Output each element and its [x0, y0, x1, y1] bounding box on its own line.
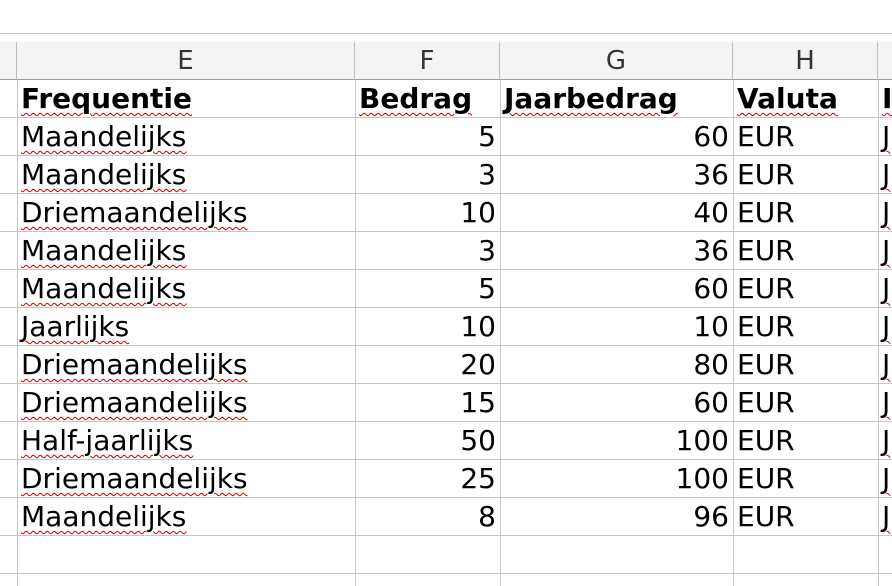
column-header[interactable]: I [878, 42, 892, 80]
cell[interactable]: EUR [737, 462, 795, 495]
cell[interactable]: J [882, 386, 891, 419]
grid-line [0, 193, 892, 194]
cell[interactable]: 100 [675, 424, 729, 457]
cell[interactable]: Maandelijks [21, 234, 187, 267]
cell[interactable]: 10 [693, 310, 729, 343]
cell[interactable]: EUR [737, 348, 795, 381]
cell[interactable]: 96 [693, 500, 729, 533]
cell[interactable]: Maandelijks [21, 272, 187, 305]
cell[interactable]: 5 [478, 120, 496, 153]
grid-line [17, 80, 18, 586]
grid-line [0, 269, 892, 270]
grid-line [0, 231, 892, 232]
header-cell[interactable]: Bedrag [359, 82, 473, 115]
cell[interactable]: 25 [460, 462, 496, 495]
grid-line [355, 80, 356, 586]
cell[interactable]: 10 [460, 310, 496, 343]
cell[interactable]: Driemaandelijks [21, 196, 248, 229]
cell[interactable]: 40 [693, 196, 729, 229]
cell[interactable]: 5 [478, 272, 496, 305]
column-header[interactable]: E [17, 42, 355, 80]
column-header[interactable]: H [733, 42, 878, 80]
cell[interactable]: 80 [693, 348, 729, 381]
cell[interactable]: J [882, 234, 891, 267]
cell[interactable]: EUR [737, 500, 795, 533]
grid-line [0, 535, 892, 536]
toolbar-border [0, 33, 892, 34]
cell[interactable]: EUR [737, 310, 795, 343]
cell[interactable]: 50 [460, 424, 496, 457]
header-cell[interactable]: Valuta [737, 82, 838, 115]
cell[interactable]: Driemaandelijks [21, 462, 248, 495]
grid-line [500, 80, 501, 586]
cell[interactable]: EUR [737, 158, 795, 191]
grid-line [0, 117, 892, 118]
grid-line [733, 80, 734, 586]
cell[interactable]: EUR [737, 272, 795, 305]
cell[interactable]: EUR [737, 120, 795, 153]
column-header[interactable]: G [500, 42, 733, 80]
cell[interactable]: 100 [675, 462, 729, 495]
cell[interactable]: J [882, 272, 891, 305]
cell[interactable]: 15 [460, 386, 496, 419]
cell[interactable]: 60 [693, 386, 729, 419]
cell[interactable]: 8 [478, 500, 496, 533]
cell[interactable]: J [882, 500, 891, 533]
grid-line [0, 497, 892, 498]
grid-line [878, 80, 879, 586]
cell[interactable]: Maandelijks [21, 500, 187, 533]
grid-line [0, 421, 892, 422]
cell[interactable]: Half-jaarlijks [21, 424, 194, 457]
cell[interactable]: J [882, 158, 891, 191]
cell[interactable]: 60 [693, 272, 729, 305]
cell[interactable]: EUR [737, 196, 795, 229]
cell[interactable]: Driemaandelijks [21, 386, 248, 419]
cell[interactable]: 3 [478, 158, 496, 191]
cell[interactable]: 36 [693, 234, 729, 267]
corner-cell[interactable] [0, 42, 17, 80]
cell[interactable]: Maandelijks [21, 158, 187, 191]
header-cell[interactable]: Jaarbedrag [504, 82, 678, 115]
grid-line [0, 459, 892, 460]
cell[interactable]: EUR [737, 424, 795, 457]
cell[interactable]: J [882, 348, 891, 381]
cell[interactable]: 10 [460, 196, 496, 229]
cell[interactable]: 36 [693, 158, 729, 191]
cell[interactable]: J [882, 462, 891, 495]
cell[interactable]: J [882, 196, 891, 229]
grid-line [0, 307, 892, 308]
grid-line [0, 573, 892, 574]
grid-line [0, 383, 892, 384]
cell[interactable]: EUR [737, 234, 795, 267]
column-header[interactable]: F [355, 42, 500, 80]
cell[interactable]: 60 [693, 120, 729, 153]
cell[interactable]: J [882, 120, 891, 153]
grid-line [0, 155, 892, 156]
cell[interactable]: 20 [460, 348, 496, 381]
grid-line [0, 345, 892, 346]
cell[interactable]: 3 [478, 234, 496, 267]
cell[interactable]: J [882, 310, 891, 343]
cell[interactable]: EUR [737, 386, 795, 419]
cell[interactable]: Maandelijks [21, 120, 187, 153]
cell[interactable]: Driemaandelijks [21, 348, 248, 381]
header-cell[interactable]: Frequentie [21, 82, 193, 115]
header-cell[interactable]: I [882, 82, 892, 115]
cell[interactable]: Jaarlijks [21, 310, 130, 343]
cell[interactable]: J [882, 424, 891, 457]
